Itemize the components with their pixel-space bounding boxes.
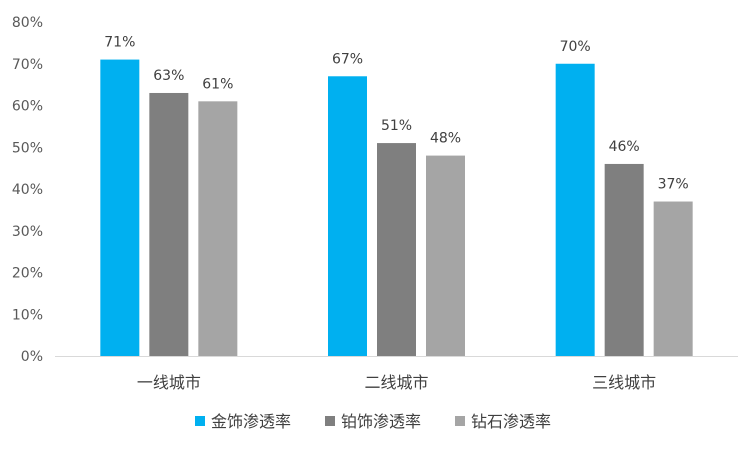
x-tick-label: 三线城市 <box>592 373 656 392</box>
bar <box>198 101 238 356</box>
y-tick-label: 0% <box>21 349 43 365</box>
x-tick-label: 一线城市 <box>137 373 201 392</box>
legend-swatch <box>195 416 205 426</box>
y-tick-label: 60% <box>12 99 43 115</box>
bar <box>426 155 465 356</box>
y-tick-label: 10% <box>12 307 43 323</box>
y-tick-label: 70% <box>12 57 43 73</box>
bar <box>328 76 367 357</box>
data-label: 51% <box>381 118 412 134</box>
legend-swatch <box>455 416 465 426</box>
legend-label: 金饰渗透率 <box>211 412 291 431</box>
data-label: 48% <box>430 131 461 147</box>
x-tick-label: 二线城市 <box>364 373 428 392</box>
y-tick-label: 50% <box>12 140 43 156</box>
y-tick-label: 80% <box>12 15 43 31</box>
y-tick-label: 20% <box>12 266 43 282</box>
bar <box>555 63 595 356</box>
bars <box>100 59 693 357</box>
data-labels: 71% 63% 61% 67% 51% 48% 70% 46% 37% <box>104 35 688 193</box>
bar <box>377 143 416 356</box>
bar <box>604 163 644 356</box>
y-tick-label: 40% <box>12 182 43 198</box>
bar <box>653 201 693 356</box>
y-axis: 0% 10% 20% 30% 40% 50% 60% 70% 80% <box>12 15 43 365</box>
data-label: 46% <box>609 139 640 155</box>
data-label: 63% <box>153 68 184 84</box>
data-label: 71% <box>104 35 135 51</box>
data-label: 61% <box>202 76 233 92</box>
legend-label: 钻石渗透率 <box>471 412 551 431</box>
x-axis: 一线城市 二线城市 三线城市 <box>55 356 738 392</box>
data-label: 37% <box>658 177 689 193</box>
data-label: 70% <box>560 39 591 55</box>
bar <box>149 92 189 356</box>
data-label: 67% <box>332 51 363 67</box>
legend-swatch <box>325 416 335 426</box>
bar <box>100 59 140 356</box>
legend: 金饰渗透率 铂饰渗透率 钻石渗透率 <box>195 412 551 431</box>
legend-label: 铂饰渗透率 <box>341 412 421 431</box>
y-tick-label: 30% <box>12 224 43 240</box>
